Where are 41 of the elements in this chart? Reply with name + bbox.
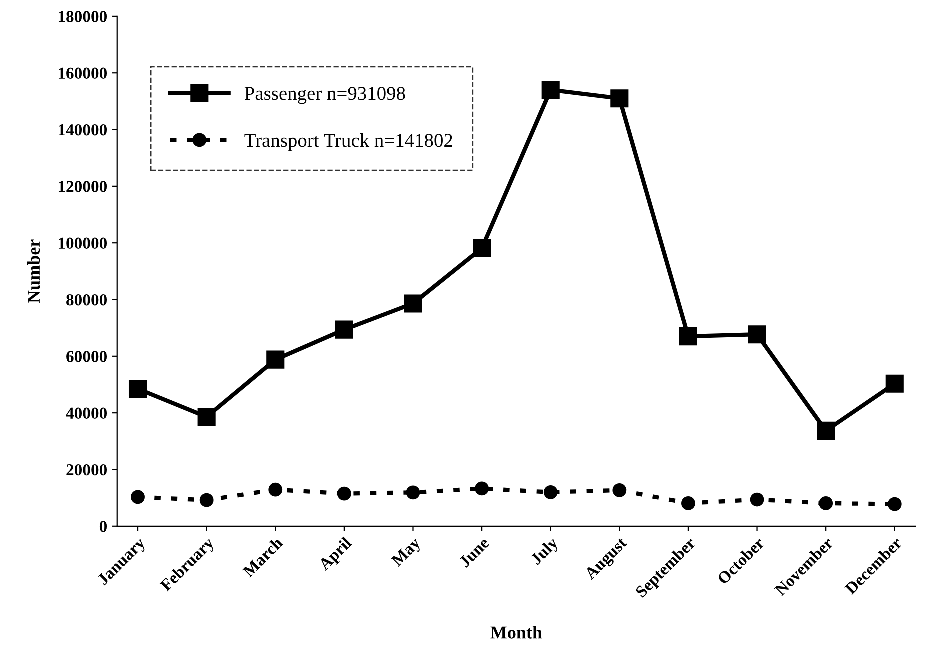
- y-tick-label: 100000: [58, 238, 108, 250]
- y-tick-label: 0: [100, 521, 108, 532]
- y-tick-label: 60000: [66, 351, 108, 362]
- y-tick-label: 160000: [58, 68, 108, 80]
- y-tick-label: 20000: [66, 464, 108, 476]
- point: [888, 497, 902, 512]
- point: [475, 482, 489, 496]
- y-tick-label: 180000: [58, 11, 108, 22]
- point: [819, 496, 834, 510]
- x-tick-label: May: [390, 536, 424, 570]
- point: [682, 496, 696, 510]
- point: [128, 380, 148, 398]
- y-tick-label: 40000: [66, 408, 108, 420]
- point: [268, 482, 283, 497]
- point: [473, 239, 492, 258]
- point: [817, 422, 836, 440]
- y-tick-label: 120000: [58, 181, 108, 192]
- point: [198, 408, 216, 426]
- x-tick-label: July: [530, 536, 562, 568]
- y-axis-title: Number: [27, 240, 40, 304]
- x-axis-title: Month: [490, 626, 542, 639]
- legend-label: Transport Truck n=141802: [244, 134, 452, 152]
- y-tick-label: 80000: [66, 294, 108, 306]
- point: [679, 328, 698, 346]
- point: [266, 350, 285, 369]
- point: [406, 486, 420, 500]
- point: [337, 486, 352, 501]
- point: [542, 81, 560, 100]
- point: [612, 483, 627, 498]
- point: [544, 485, 558, 500]
- point: [748, 326, 766, 344]
- point: [610, 90, 629, 108]
- point: [200, 493, 214, 508]
- y-tick-label: 140000: [58, 124, 108, 136]
- point: [131, 490, 145, 504]
- point: [750, 492, 764, 507]
- x-tick-label: June: [458, 536, 490, 568]
- point: [404, 294, 422, 313]
- point: [335, 320, 354, 339]
- legend-label: Passenger n=931098: [244, 87, 406, 104]
- point: [886, 374, 904, 393]
